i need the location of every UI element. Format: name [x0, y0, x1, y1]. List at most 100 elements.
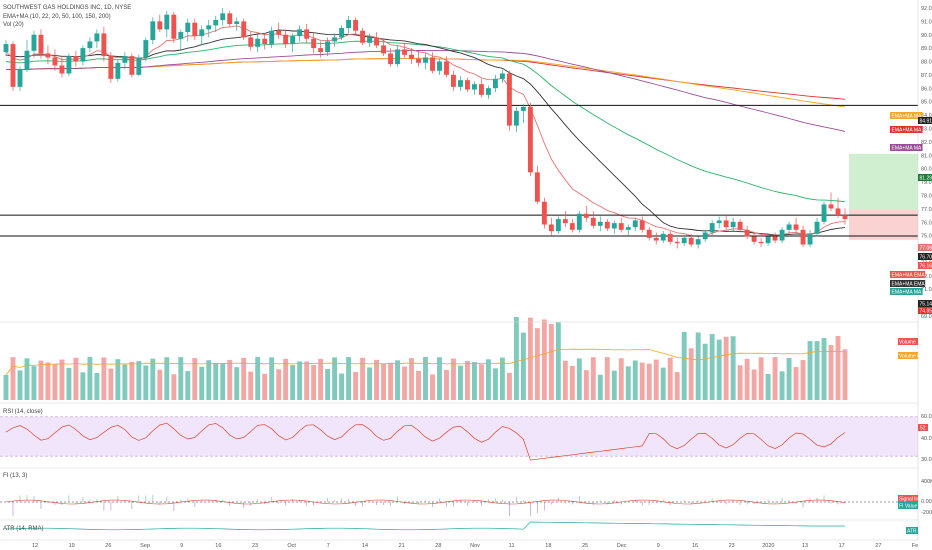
volume-bar [381, 363, 386, 400]
candle [793, 217, 799, 233]
volume-bar [143, 365, 149, 400]
volume-bar [534, 328, 540, 400]
price-tag [918, 300, 932, 307]
candle [318, 41, 324, 58]
candle [311, 32, 317, 54]
candle [716, 216, 722, 229]
candle [213, 16, 219, 33]
volume-bar [779, 371, 785, 400]
atr-pane [5, 521, 845, 531]
candle-body [241, 21, 247, 38]
volume-bar [31, 366, 37, 400]
candle-body [185, 22, 191, 33]
candle-body [800, 229, 806, 245]
candle [409, 48, 414, 65]
volume-bar [485, 359, 491, 400]
fi-tick-label: 400K [921, 479, 932, 485]
price-tick-label: 80.00 [921, 167, 932, 173]
candle-body [304, 29, 310, 39]
volume-bar [80, 372, 86, 400]
price-tick-label: 79.00 [921, 180, 932, 186]
candle-body [374, 37, 380, 46]
candle-body [143, 40, 149, 58]
candle [129, 53, 135, 78]
candle-body [541, 201, 547, 225]
volume-bar [471, 362, 477, 400]
volume-bar [723, 336, 729, 400]
fi-tick-label: -200K [921, 510, 932, 516]
candle [583, 205, 589, 222]
candle-body [276, 30, 282, 35]
candle [444, 56, 449, 78]
time-tick-label: 25 [582, 543, 588, 549]
candle [374, 32, 380, 49]
candle-body [492, 78, 498, 89]
rsi-tag-label: 52 [920, 426, 926, 432]
volume-bar [353, 371, 359, 400]
candle [632, 217, 638, 232]
volume-bar [430, 374, 435, 400]
time-tick-label: 9 [657, 543, 660, 549]
volume-bar [136, 361, 142, 400]
candle-body [632, 220, 638, 228]
candle [737, 219, 743, 233]
volume-bar [325, 369, 331, 400]
candle [828, 192, 834, 212]
volume-bar [283, 358, 289, 400]
time-tick-label: 19 [69, 543, 75, 549]
volume-bar [688, 348, 694, 400]
price-tag-label: EMA+MA MA 0 [892, 146, 926, 152]
price-tag-label: 84.91 [920, 119, 932, 125]
candle-body [688, 237, 694, 245]
candle [143, 37, 149, 62]
candle-body [388, 53, 393, 65]
time-tick-label: Nov [470, 543, 480, 549]
volume-bar [311, 364, 317, 400]
candle [45, 45, 51, 65]
candle [465, 77, 470, 93]
candle-body [360, 30, 366, 43]
price-tick-label: 92.00 [921, 6, 932, 12]
candle [674, 237, 680, 249]
volume-tag [898, 352, 918, 359]
candle [590, 211, 596, 229]
time-tick-label: Dec [617, 543, 627, 549]
candle [234, 17, 240, 31]
candle-body [835, 208, 841, 216]
candle-body [437, 61, 442, 71]
candle-body [534, 172, 540, 202]
candle [192, 18, 198, 41]
candle [157, 14, 163, 33]
volume-bar [255, 357, 261, 400]
volume-bar [709, 334, 715, 400]
volume-bar [576, 358, 582, 400]
volume-bar [555, 322, 561, 400]
time-tick-label: 23 [729, 543, 735, 549]
candle [758, 237, 764, 248]
price-tick-label: 81.00 [921, 153, 932, 159]
volume-bar [458, 365, 463, 400]
candle [653, 232, 659, 245]
volume-pane [3, 317, 848, 400]
volume-bar [94, 373, 100, 400]
time-tick-label: 23 [252, 543, 258, 549]
candle [395, 45, 400, 67]
volume-bar [416, 370, 421, 400]
price-tick-label: 85.00 [921, 100, 932, 106]
candle [625, 224, 631, 236]
candle-body [101, 33, 107, 57]
price-tag [918, 174, 932, 181]
candle-body [220, 13, 226, 21]
candle-body [87, 41, 93, 49]
chart-title: SOUTHWEST GAS HOLDINGS INC, 1D, NYSE [3, 5, 131, 11]
volume-bar [793, 366, 799, 400]
price-tick-label: 75.00 [921, 234, 932, 240]
candle [527, 102, 533, 177]
time-tick-label: 16 [215, 543, 221, 549]
candle [220, 8, 226, 26]
volume-bar [38, 360, 44, 400]
candle [199, 25, 205, 46]
candle [346, 16, 352, 34]
volume-bar [786, 357, 792, 400]
